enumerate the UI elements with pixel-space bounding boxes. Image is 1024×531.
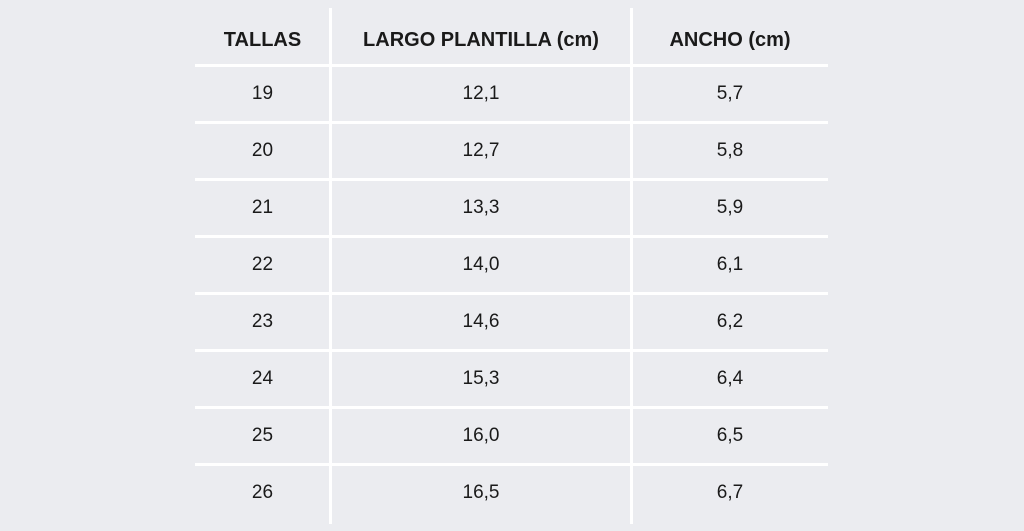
table-cell: 19 [251, 83, 274, 104]
column-header: TALLAS [223, 29, 302, 51]
table-cell: 5,7 [716, 83, 744, 104]
row-divider [195, 121, 828, 124]
table-cell: 6,7 [716, 482, 744, 503]
row-divider [195, 178, 828, 181]
table-cell: 6,1 [716, 254, 744, 275]
table-cell: 14,6 [462, 311, 500, 332]
row-divider [195, 349, 828, 352]
column-header: ANCHO (cm) [669, 29, 791, 51]
table-cell: 26 [251, 482, 274, 503]
table-cell: 23 [251, 311, 274, 332]
table-cell: 22 [251, 254, 274, 275]
row-divider [195, 406, 828, 409]
row-divider [195, 292, 828, 295]
table-cell: 6,2 [716, 311, 744, 332]
table-cell: 5,9 [716, 197, 744, 218]
table-cell: 6,5 [716, 425, 744, 446]
table-cell: 21 [251, 197, 274, 218]
column-divider [630, 8, 633, 524]
table-cell: 6,4 [716, 368, 744, 389]
row-divider [195, 463, 828, 466]
table-cell: 20 [251, 140, 274, 161]
table-cell: 25 [251, 425, 274, 446]
row-divider [195, 64, 828, 67]
row-divider [195, 235, 828, 238]
column-header: LARGO PLANTILLA (cm) [363, 29, 599, 51]
table-cell: 14,0 [462, 254, 500, 275]
table-cell: 16,0 [462, 425, 500, 446]
table-cell: 24 [251, 368, 274, 389]
table-cell: 12,7 [462, 140, 500, 161]
table-cell: 13,3 [462, 197, 500, 218]
table-cell: 12,1 [462, 83, 500, 104]
column-divider [329, 8, 332, 524]
table-cell: 15,3 [462, 368, 500, 389]
table-cell: 5,8 [716, 140, 744, 161]
table-cell: 16,5 [462, 482, 500, 503]
